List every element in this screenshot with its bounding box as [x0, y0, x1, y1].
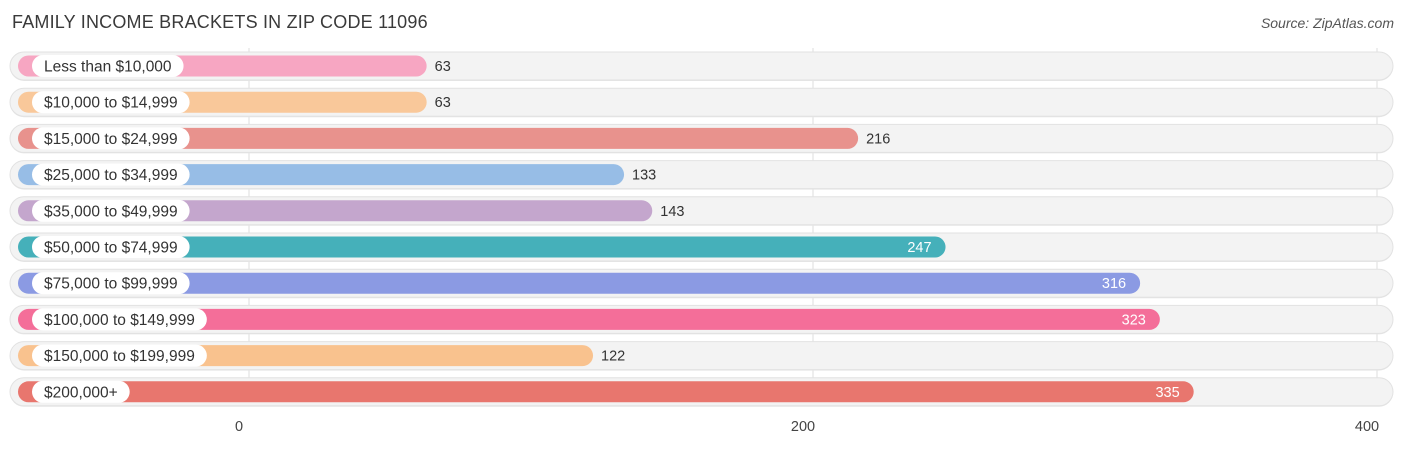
category-label-pill — [32, 272, 190, 295]
bar[interactable] — [18, 272, 1141, 294]
category-label-pill — [32, 127, 190, 150]
category-label-pill — [32, 55, 184, 77]
bar-value-label: 133 — [632, 168, 656, 184]
bar-value-label: 323 — [1122, 312, 1146, 328]
bar[interactable] — [18, 308, 1160, 330]
bar-category-label: $75,000 to $99,999 — [44, 276, 178, 293]
bar-category-label: $150,000 to $199,999 — [44, 348, 195, 365]
category-label-pill — [32, 308, 207, 331]
bar-category-label: $10,000 to $14,999 — [44, 95, 178, 112]
category-label-pill — [32, 199, 190, 222]
x-tick-label: 200 — [791, 419, 815, 435]
bar-category-label: $35,000 to $49,999 — [44, 203, 178, 220]
bar-value-label: 247 — [907, 240, 931, 256]
bar-value-label: 143 — [660, 204, 684, 220]
category-label-pill — [32, 236, 190, 258]
category-label-pill — [32, 380, 130, 403]
bar[interactable] — [18, 127, 859, 149]
category-label-pill — [32, 163, 190, 186]
bar-value-label: 63 — [435, 95, 451, 111]
bar-value-label: 216 — [866, 131, 890, 147]
bar-category-label: $200,000+ — [44, 384, 118, 401]
bar-category-label: $15,000 to $24,999 — [44, 131, 178, 148]
bar-value-label: 335 — [1155, 385, 1179, 401]
x-tick-label: 0 — [235, 419, 243, 435]
bar[interactable] — [18, 236, 946, 258]
chart-title: FAMILY INCOME BRACKETS IN ZIP CODE 11096 — [12, 12, 428, 32]
bar-category-label: Less than $10,000 — [44, 59, 172, 76]
bar-category-label: $25,000 to $34,999 — [44, 167, 178, 184]
bar-category-label: $100,000 to $149,999 — [44, 312, 195, 329]
bar-value-label: 63 — [435, 59, 451, 75]
bar-value-label: 316 — [1102, 276, 1126, 292]
bar-category-label: $50,000 to $74,999 — [44, 240, 178, 257]
category-label-pill — [32, 91, 190, 114]
chart-source: Source: ZipAtlas.com — [1260, 15, 1394, 31]
bar-value-label: 122 — [601, 349, 625, 365]
x-tick-label: 400 — [1355, 419, 1379, 435]
category-label-pill — [32, 344, 207, 367]
bar[interactable] — [18, 381, 1194, 403]
